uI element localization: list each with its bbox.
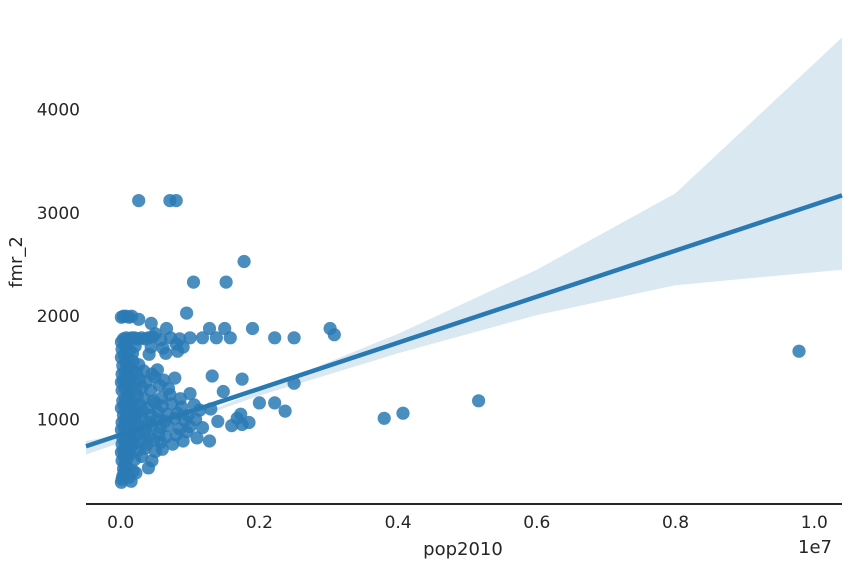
x-axis-label: pop2010 <box>423 539 503 560</box>
data-point <box>472 394 486 408</box>
data-point <box>234 407 248 421</box>
data-point <box>129 466 143 480</box>
data-point <box>205 369 219 383</box>
data-point <box>202 321 217 336</box>
data-point <box>218 321 232 336</box>
data-point <box>150 363 164 377</box>
y-axis-label: fmr_2 <box>6 236 27 288</box>
data-point <box>157 373 171 387</box>
x-tick-label: 0.8 <box>662 513 689 533</box>
data-point <box>268 331 282 345</box>
data-point <box>195 331 210 345</box>
data-point <box>268 396 282 410</box>
ticks-layer: 0.0 0.2 0.4 0.6 0.8 1.0 1000 2000 3000 4000 <box>37 101 828 533</box>
data-point <box>190 431 204 445</box>
y-tick-label: 4000 <box>37 101 80 121</box>
regression-line-layer <box>85 193 843 449</box>
data-point <box>159 321 174 336</box>
data-point <box>180 306 194 320</box>
data-point <box>169 194 183 208</box>
data-point <box>377 411 391 425</box>
x-tick-label: 0.4 <box>385 513 412 533</box>
confidence-band <box>86 37 842 455</box>
x-tick-label: 1.0 <box>801 513 828 533</box>
data-point <box>186 275 201 289</box>
y-tick-label: 1000 <box>37 410 80 430</box>
data-point <box>219 275 233 289</box>
data-point <box>132 194 146 208</box>
data-point <box>173 392 187 406</box>
data-point <box>245 321 260 336</box>
points-layer <box>114 194 806 489</box>
data-point <box>183 387 197 401</box>
data-point <box>202 434 217 448</box>
data-point <box>396 406 410 420</box>
y-tick-label: 2000 <box>37 307 80 327</box>
data-point <box>168 371 182 385</box>
data-point <box>237 254 251 269</box>
data-point <box>173 332 187 346</box>
data-point <box>792 344 806 358</box>
confidence-band-layer <box>86 37 842 455</box>
data-point <box>323 321 337 336</box>
data-point <box>132 312 146 326</box>
data-point <box>148 327 162 341</box>
x-tick-label: 0.6 <box>523 513 550 533</box>
x-axis-offset-label: 1e7 <box>798 537 832 558</box>
data-point <box>211 414 225 428</box>
data-point <box>242 415 256 430</box>
x-tick-label: 0.0 <box>107 513 134 533</box>
x-tick-label: 0.2 <box>246 513 273 533</box>
data-point <box>278 404 292 418</box>
y-tick-label: 3000 <box>37 204 80 224</box>
data-point <box>132 358 146 372</box>
data-point <box>209 331 223 345</box>
data-point <box>144 316 158 330</box>
data-point <box>183 331 197 345</box>
data-point <box>252 396 266 410</box>
data-point <box>287 331 301 345</box>
data-point <box>235 372 249 386</box>
data-point <box>216 384 230 399</box>
regression-line <box>85 193 843 449</box>
